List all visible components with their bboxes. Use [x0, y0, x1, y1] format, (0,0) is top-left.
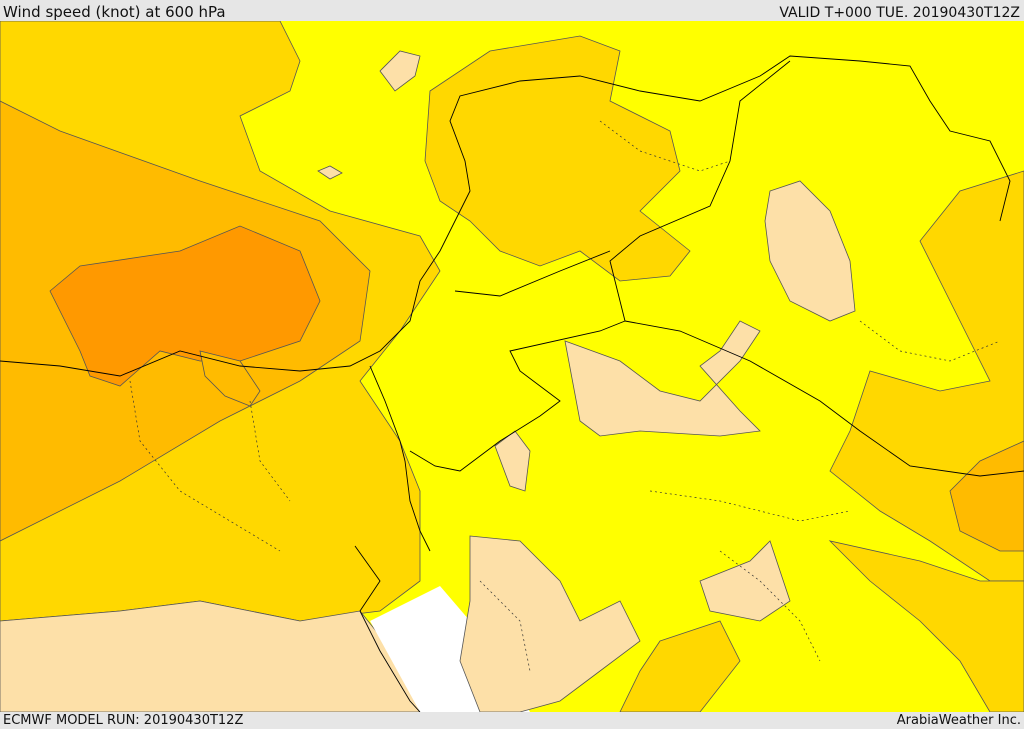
- coastline-red-sea: [354, 545, 421, 712]
- border-syria-iraq: [454, 250, 611, 297]
- wind-speed-fields: [0, 21, 1024, 712]
- province-line-3: [599, 120, 731, 172]
- wind-field-core: [49, 225, 321, 387]
- wind-field-calm-iraq: [764, 180, 856, 322]
- border-jordan-saudi: [409, 60, 791, 472]
- map-canvas: [0, 21, 1024, 712]
- header-bar: Wind speed (knot) at 600 hPa VALID T+000…: [0, 0, 1024, 21]
- country-borders: [0, 55, 1024, 712]
- map-title: Wind speed (knot) at 600 hPa: [3, 3, 226, 21]
- coastline-mediterranean: [0, 55, 1011, 377]
- wind-speed-map[interactable]: [0, 21, 1024, 712]
- border-iraq-saudi: [624, 320, 1024, 477]
- province-line-7: [859, 320, 1001, 362]
- border-egypt-israel: [369, 365, 406, 462]
- wind-field-moderate-south: [619, 620, 741, 712]
- province-line-5: [479, 580, 531, 672]
- province-line-4: [649, 490, 851, 522]
- coastline-gulf-aqaba: [404, 460, 431, 552]
- wind-field-calm-saudi-3: [699, 540, 791, 622]
- wind-field-moderate-sinai: [199, 350, 261, 407]
- wind-field-strong-gulf: [949, 440, 1024, 552]
- wind-field-calm-turkey: [379, 50, 421, 92]
- wind-field-calm-cyprus: [317, 165, 343, 180]
- wind-field-calm-saudi-2: [564, 320, 761, 437]
- model-run-label: ECMWF MODEL RUN: 20190430T12Z: [3, 713, 244, 728]
- footer-bar: ECMWF MODEL RUN: 20190430T12Z ArabiaWeat…: [0, 712, 1024, 729]
- wind-field-calm-southwest: [0, 600, 421, 712]
- wind-field-calm-saudi-1: [459, 535, 641, 712]
- wind-field-calm-jordan: [494, 430, 531, 492]
- province-line-1: [129, 380, 281, 552]
- wind-field-moderate-southeast: [828, 540, 1024, 712]
- credit-label: ArabiaWeather Inc.: [896, 713, 1021, 728]
- wind-field-moderate-levant: [424, 35, 691, 282]
- province-line-6: [719, 550, 821, 662]
- province-line-2: [249, 400, 291, 502]
- valid-time-label: VALID T+000 TUE. 20190430T12Z: [779, 5, 1020, 21]
- province-borders: [129, 120, 1001, 672]
